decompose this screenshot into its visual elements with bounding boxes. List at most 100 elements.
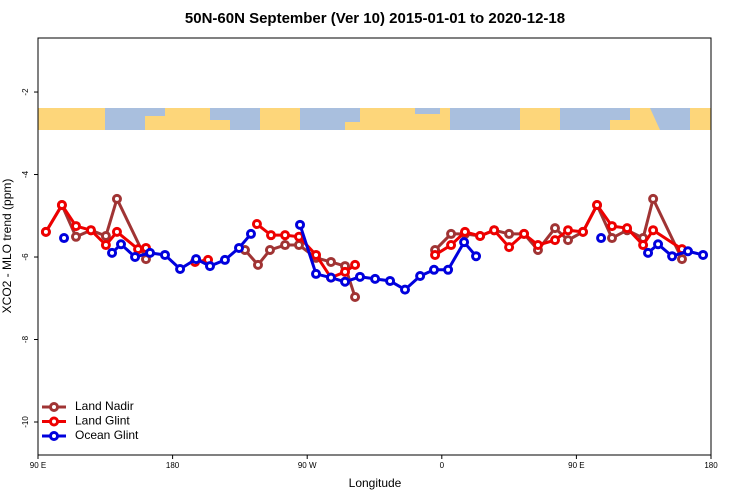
point bbox=[429, 264, 440, 275]
point bbox=[415, 270, 426, 281]
point bbox=[311, 268, 322, 279]
point bbox=[133, 244, 144, 255]
point bbox=[111, 226, 122, 237]
point bbox=[430, 249, 441, 260]
point bbox=[280, 240, 291, 251]
point bbox=[550, 223, 561, 234]
point bbox=[204, 261, 215, 272]
point bbox=[252, 259, 263, 270]
y-tick-label: -2 bbox=[21, 88, 30, 96]
point bbox=[638, 240, 649, 251]
series-line bbox=[44, 202, 683, 280]
point bbox=[266, 230, 277, 241]
point bbox=[550, 235, 561, 246]
point bbox=[667, 251, 678, 262]
point bbox=[489, 225, 500, 236]
point bbox=[504, 228, 515, 239]
point bbox=[592, 200, 603, 211]
y-tick-label: -6 bbox=[21, 253, 30, 261]
plot-frame bbox=[37, 37, 712, 456]
legend-marker bbox=[49, 402, 59, 412]
point bbox=[293, 240, 304, 251]
point bbox=[59, 233, 70, 244]
point bbox=[311, 249, 322, 260]
y-tick-label: -8 bbox=[21, 335, 30, 343]
point bbox=[116, 239, 127, 250]
map-band bbox=[38, 108, 711, 130]
point bbox=[85, 225, 96, 236]
point bbox=[293, 231, 304, 242]
point bbox=[698, 249, 709, 260]
point bbox=[130, 252, 141, 263]
point bbox=[682, 246, 693, 257]
legend-label: Ocean Glint bbox=[75, 428, 139, 442]
point bbox=[563, 225, 574, 236]
point bbox=[385, 275, 396, 286]
point bbox=[295, 219, 306, 230]
point bbox=[676, 254, 687, 265]
point bbox=[245, 228, 256, 239]
y-axis-label: XCO2 - MLO trend (ppm) bbox=[0, 179, 14, 314]
point bbox=[577, 226, 588, 237]
point bbox=[340, 266, 351, 277]
point bbox=[111, 193, 122, 204]
point bbox=[370, 273, 381, 284]
point bbox=[475, 230, 486, 241]
point bbox=[459, 237, 470, 248]
x-tick-label: 90 E bbox=[568, 461, 584, 470]
y-tick-label: -10 bbox=[21, 416, 30, 428]
point bbox=[443, 264, 454, 275]
point bbox=[56, 200, 67, 211]
point bbox=[107, 247, 118, 258]
point bbox=[145, 247, 156, 258]
point bbox=[219, 254, 230, 265]
point bbox=[653, 239, 664, 250]
point bbox=[400, 284, 411, 295]
point bbox=[446, 228, 457, 239]
point bbox=[643, 247, 654, 258]
point bbox=[100, 240, 111, 251]
x-tick-label: 90 W bbox=[298, 461, 317, 470]
point bbox=[159, 249, 170, 260]
point bbox=[471, 251, 482, 262]
point bbox=[563, 235, 574, 246]
x-axis-label: Longitude bbox=[349, 476, 402, 490]
point bbox=[100, 230, 111, 241]
point bbox=[648, 193, 659, 204]
y-tick-label: -4 bbox=[21, 170, 30, 178]
point bbox=[459, 226, 470, 237]
chart-title: 50N-60N September (Ver 10) 2015-01-01 to… bbox=[185, 10, 565, 27]
legend-label: Land Nadir bbox=[75, 399, 134, 413]
point bbox=[504, 242, 515, 253]
point bbox=[340, 276, 351, 287]
point bbox=[596, 233, 607, 244]
point bbox=[234, 242, 245, 253]
x-tick-label: 180 bbox=[704, 461, 718, 470]
point bbox=[622, 223, 633, 234]
point bbox=[280, 230, 291, 241]
point bbox=[350, 259, 361, 270]
point bbox=[264, 245, 275, 256]
point bbox=[606, 221, 617, 232]
x-tick-label: 180 bbox=[166, 461, 180, 470]
point bbox=[70, 221, 81, 232]
point bbox=[251, 219, 262, 230]
point bbox=[446, 240, 457, 251]
point bbox=[350, 292, 361, 303]
legend-label: Land Glint bbox=[75, 414, 130, 428]
x-tick-label: 90 E bbox=[30, 461, 46, 470]
point bbox=[191, 254, 202, 265]
point bbox=[519, 228, 530, 239]
point bbox=[532, 240, 543, 251]
point bbox=[354, 271, 365, 282]
legend-marker bbox=[49, 431, 59, 441]
point bbox=[325, 256, 336, 267]
point bbox=[70, 231, 81, 242]
point bbox=[325, 272, 336, 283]
point bbox=[606, 233, 617, 244]
legend-marker bbox=[49, 416, 59, 427]
x-tick-label: 0 bbox=[440, 461, 445, 470]
point bbox=[175, 263, 186, 274]
point bbox=[648, 225, 659, 236]
